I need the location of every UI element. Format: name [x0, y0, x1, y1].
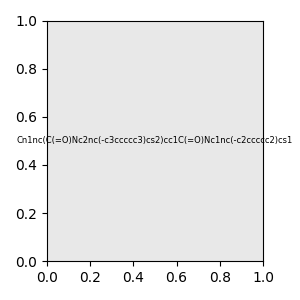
- Text: Cn1nc(C(=O)Nc2nc(-c3ccccc3)cs2)cc1C(=O)Nc1nc(-c2ccccc2)cs1: Cn1nc(C(=O)Nc2nc(-c3ccccc3)cs2)cc1C(=O)N…: [17, 136, 293, 146]
